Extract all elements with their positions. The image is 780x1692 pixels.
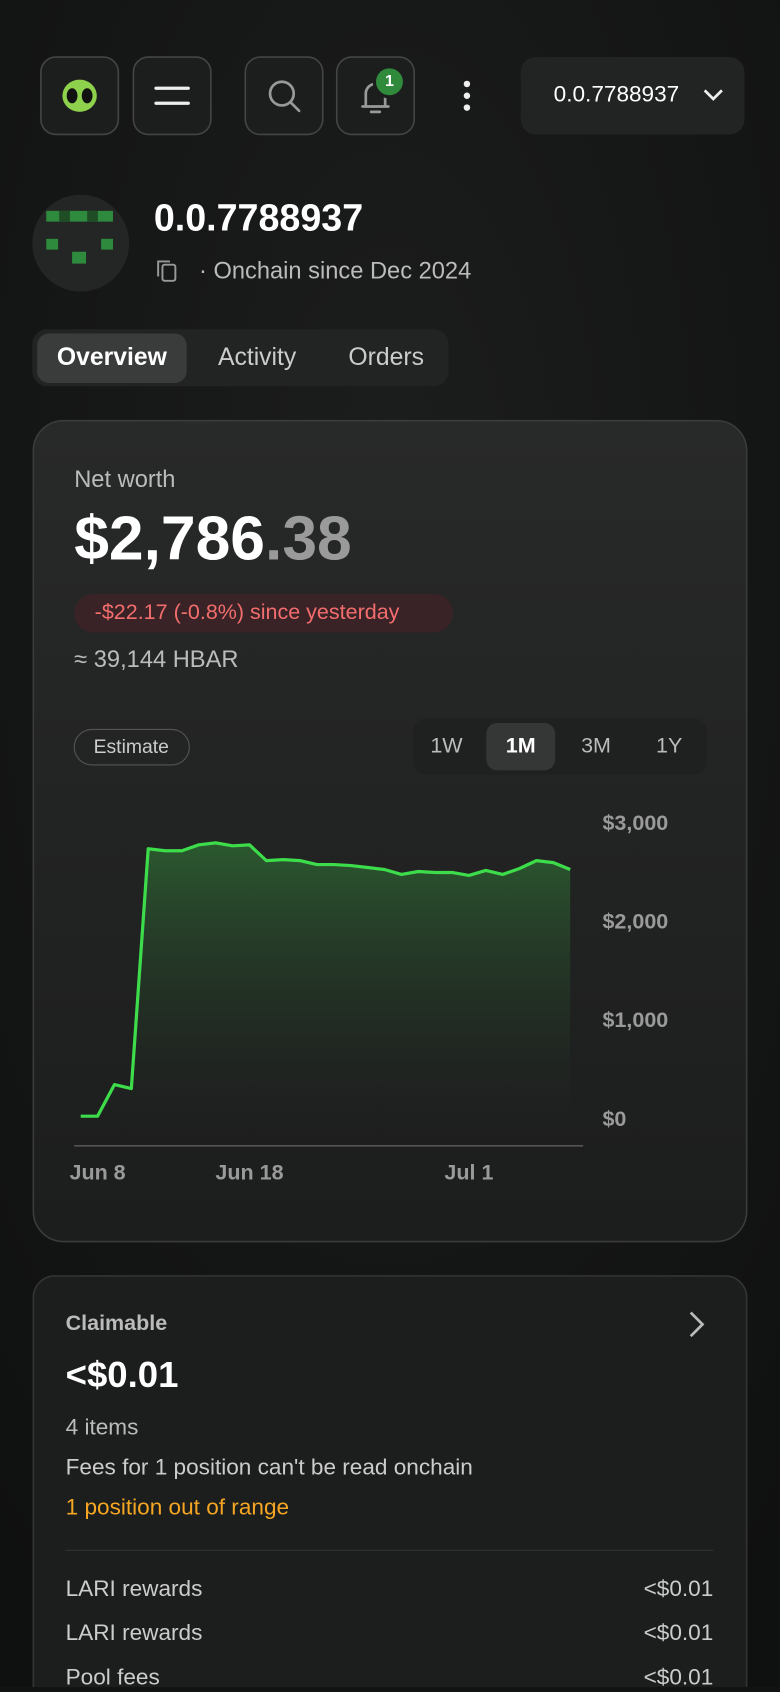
range-option[interactable]: 1W bbox=[430, 733, 463, 757]
row-value: <$0.01 bbox=[644, 1664, 714, 1687]
menu-button[interactable] bbox=[132, 56, 212, 136]
networth-value: $2,786.38 bbox=[74, 505, 352, 574]
avatar-button[interactable] bbox=[40, 56, 120, 136]
range-option[interactable]: 3M bbox=[581, 733, 611, 757]
claimable-note: Fees for 1 position can't be read onchai… bbox=[66, 1455, 473, 1480]
search-button[interactable] bbox=[244, 56, 324, 136]
tab[interactable]: Activity bbox=[218, 344, 297, 371]
networth-whole: $2,786 bbox=[74, 505, 265, 574]
profile-name: 0.0.7788937 bbox=[154, 197, 363, 239]
account-dropdown[interactable]: 0.0.7788937 bbox=[520, 57, 745, 135]
row-value: <$0.01 bbox=[644, 1620, 714, 1645]
row-label: LARI rewards bbox=[66, 1620, 203, 1645]
estimate-badge bbox=[73, 728, 190, 766]
claimable-chevron[interactable] bbox=[689, 1311, 705, 1338]
change-text: -$22.17 (-0.8%) since yesterday bbox=[95, 600, 400, 624]
more-button[interactable] bbox=[463, 80, 471, 111]
copy-icon[interactable] bbox=[157, 260, 177, 282]
y-tick-label: $3,000 bbox=[602, 811, 668, 835]
notifications-button[interactable]: 1 bbox=[335, 56, 416, 136]
networth-cents: .38 bbox=[265, 505, 352, 574]
networth-line bbox=[80, 841, 571, 1118]
row-value: <$0.01 bbox=[644, 1576, 714, 1601]
x-tick-label: Jul 1 bbox=[444, 1160, 493, 1184]
range-active bbox=[486, 722, 556, 771]
profile-avatar bbox=[32, 194, 130, 292]
claimable-card bbox=[32, 1275, 748, 1692]
estimate-text: Estimate bbox=[94, 736, 169, 758]
area-fill bbox=[80, 842, 571, 1121]
y-tick-label: $0 bbox=[602, 1107, 626, 1131]
claimable-warning: 1 position out of range bbox=[66, 1494, 289, 1519]
row-label: Pool fees bbox=[66, 1664, 160, 1687]
claimable-title: Claimable bbox=[66, 1311, 168, 1335]
onchain-since: · Onchain since Dec 2024 bbox=[199, 258, 471, 284]
claimable-amount: <$0.01 bbox=[66, 1354, 179, 1395]
tab[interactable]: Overview bbox=[57, 344, 168, 371]
tab-active bbox=[37, 333, 187, 384]
notification-count: 1 bbox=[385, 72, 394, 90]
range-option[interactable]: 1M bbox=[506, 733, 536, 757]
hbar-value: ≈ 39,144 HBAR bbox=[74, 647, 238, 673]
x-tick-label: Jun 18 bbox=[215, 1160, 283, 1184]
account-id: 0.0.7788937 bbox=[554, 82, 680, 107]
row-label: LARI rewards bbox=[66, 1576, 203, 1601]
x-tick-label: Jun 8 bbox=[69, 1160, 125, 1184]
range-option[interactable]: 1Y bbox=[656, 733, 682, 757]
y-tick-label: $1,000 bbox=[602, 1008, 668, 1032]
tab[interactable]: Orders bbox=[348, 344, 424, 371]
networth-label: Net worth bbox=[74, 467, 175, 493]
claimable-count: 4 items bbox=[66, 1415, 139, 1440]
change-pill bbox=[74, 593, 453, 633]
y-tick-label: $2,000 bbox=[602, 909, 668, 933]
